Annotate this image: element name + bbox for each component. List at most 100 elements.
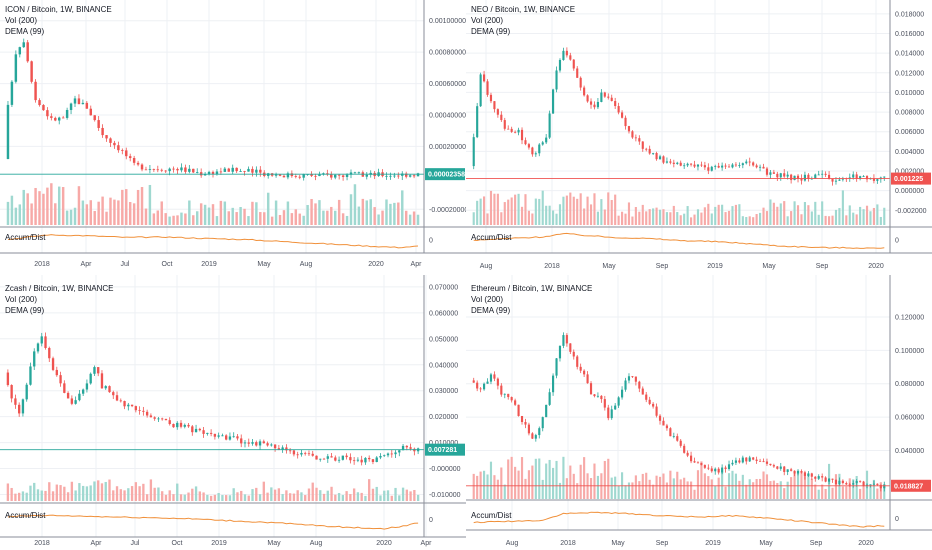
chart-panel-neo[interactable]: 0.018000 0.016000 0.014000 0.012000 0.010000… <box>466 0 932 275</box>
candle-body <box>565 50 568 56</box>
candle-body <box>34 81 37 101</box>
volume-bar <box>790 211 793 225</box>
candle-body <box>285 447 288 451</box>
candle-body <box>81 389 85 394</box>
candle-body <box>44 336 47 348</box>
volume-bar <box>503 484 506 499</box>
volume-bar <box>534 458 537 499</box>
x-tick-label: Jul <box>131 540 140 547</box>
volume-bar <box>721 204 724 225</box>
volume-bar <box>555 213 558 225</box>
volume-bar <box>40 490 43 501</box>
volume-bar <box>507 459 510 499</box>
candle-body <box>296 454 299 456</box>
candle-body <box>97 367 100 374</box>
volume-bar <box>510 197 513 225</box>
volume-bar <box>326 210 329 225</box>
candle-body <box>534 153 537 155</box>
volume-bar <box>786 481 789 499</box>
volume-bar <box>188 200 191 225</box>
volume-bar <box>89 485 92 501</box>
volume-bar <box>349 194 353 225</box>
volume-bar <box>203 204 207 225</box>
volume-bar <box>231 207 234 225</box>
volume-bar <box>93 211 96 225</box>
candle-body <box>486 81 489 95</box>
candle-body <box>292 450 296 455</box>
candle-body <box>26 42 29 62</box>
candle-body <box>793 470 796 474</box>
volume-bar <box>817 214 820 225</box>
volume-bar <box>562 456 565 499</box>
volume-bar <box>727 210 731 225</box>
candle-body <box>569 55 572 60</box>
volume-bar <box>548 205 551 225</box>
candle-body <box>834 180 838 182</box>
candle-body <box>803 472 806 476</box>
chart-panel-ethereum[interactable]: 0.120000 0.100000 0.080000 0.060000 0.040000… <box>466 275 932 550</box>
volume-bar <box>115 486 119 501</box>
volume-bar <box>21 491 25 501</box>
indicator-volume-label: Vol (200) <box>5 16 37 25</box>
volume-bar <box>686 481 689 499</box>
candle-body <box>145 411 149 416</box>
volume-bar <box>769 481 772 499</box>
y-tick-label: 0.050000 <box>429 336 458 343</box>
candle-body <box>277 448 281 450</box>
volume-bar <box>872 207 875 225</box>
candle-body <box>274 174 278 176</box>
candle-body <box>707 167 710 171</box>
volume-bar <box>61 187 65 225</box>
candle-body <box>168 168 171 172</box>
candle-body <box>703 165 706 168</box>
x-tick-label: Sep <box>656 263 669 270</box>
candle-body <box>686 452 689 456</box>
candle-body <box>74 400 77 404</box>
candle-body <box>85 383 89 390</box>
candle-body <box>679 440 682 446</box>
candle-body <box>136 162 140 165</box>
volume-bar <box>714 486 717 499</box>
accum-dist-line <box>7 234 419 249</box>
volume-bar <box>341 495 345 501</box>
chart-panel-icon[interactable]: 0.00100000 0.00080000 0.00060000 0.00040000… <box>0 0 466 275</box>
volume-bar <box>589 478 593 499</box>
candle-body <box>721 165 724 168</box>
candle-body <box>360 459 363 463</box>
volume-bar <box>586 196 589 225</box>
candlestick-series <box>472 332 886 492</box>
volume-bar <box>762 207 765 225</box>
candle-body <box>125 150 128 157</box>
volume-bar <box>58 186 61 225</box>
volume-bar <box>304 495 307 501</box>
volume-bar <box>848 205 851 225</box>
candle-body <box>483 383 486 390</box>
candle-body <box>724 467 727 470</box>
candle-body <box>115 395 119 401</box>
candle-body <box>786 469 789 472</box>
volume-bar <box>22 189 25 225</box>
volume-bar <box>828 216 831 225</box>
candle-body <box>841 480 844 484</box>
candle-body <box>627 126 631 132</box>
candle-body <box>552 375 555 393</box>
candle-body <box>655 406 658 416</box>
volume-bar <box>232 488 235 501</box>
volume-bar <box>496 479 499 499</box>
candle-body <box>814 476 817 479</box>
candle-body <box>765 461 769 464</box>
accum-dist-label: Accum/Dist <box>471 511 512 520</box>
candle-body <box>221 435 224 437</box>
candle-body <box>496 109 499 115</box>
candle-body <box>824 477 827 482</box>
y-tick-label: 0.00080000 <box>429 50 466 57</box>
x-tick-label: Apr <box>421 540 433 547</box>
candle-body <box>572 351 575 357</box>
chart-panel-zcash[interactable]: 0.070000 0.060000 0.050000 0.040000 0.030000… <box>0 275 466 550</box>
volume-bar <box>690 481 693 499</box>
candle-body <box>576 356 579 367</box>
candle-body <box>270 444 273 446</box>
candle-body <box>160 169 163 171</box>
volume-bar <box>26 193 29 225</box>
candle-body <box>219 171 223 173</box>
